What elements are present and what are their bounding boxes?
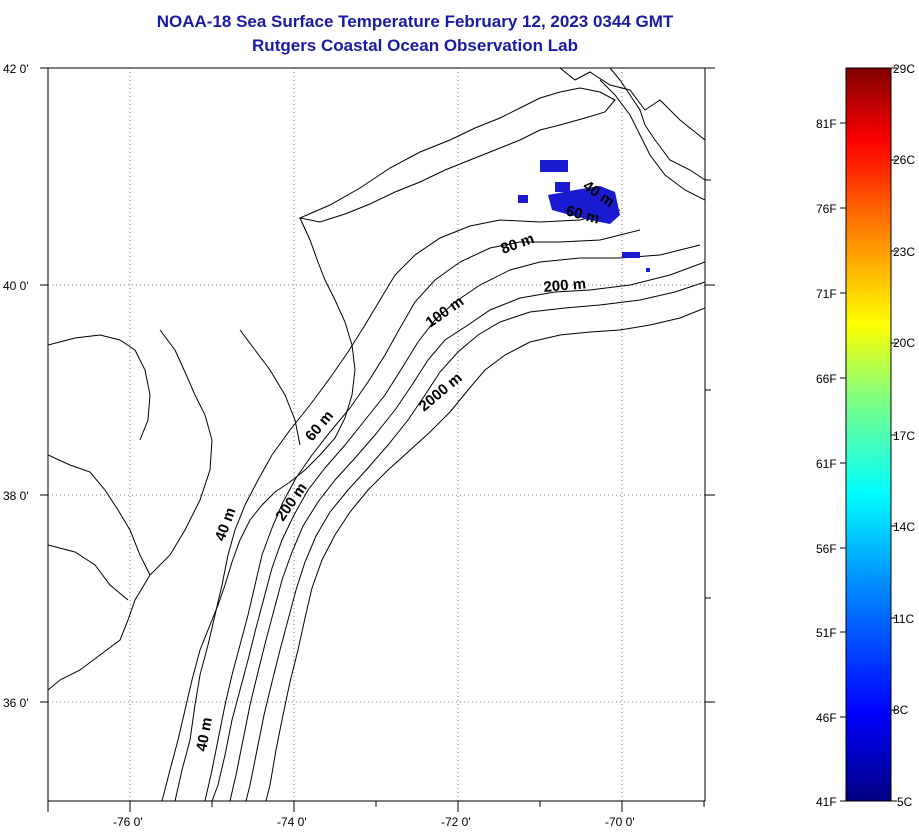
svg-text:80 m: 80 m (499, 230, 537, 258)
svg-text:-70 0': -70 0' (605, 815, 635, 829)
contour-2000m (265, 307, 705, 801)
sst-data (518, 160, 650, 272)
svg-text:5C: 5C (897, 795, 913, 809)
svg-text:51F: 51F (816, 626, 837, 640)
contour-100m (229, 261, 705, 801)
contour-80m (211, 244, 701, 801)
svg-text:76F: 76F (816, 202, 837, 216)
svg-text:200 m: 200 m (272, 480, 310, 525)
svg-text:8C: 8C (893, 703, 909, 717)
svg-text:36 0': 36 0' (3, 696, 29, 710)
coastline-new-england (559, 68, 705, 141)
contour-200m (245, 281, 705, 801)
coastline-long-island (298, 87, 616, 223)
map-subtitle: Rutgers Coastal Ocean Observation Lab (252, 36, 578, 55)
svg-text:41F: 41F (816, 795, 837, 809)
svg-text:42 0': 42 0' (3, 62, 29, 76)
svg-text:26C: 26C (893, 153, 915, 167)
lon-labels: -76 0' -74 0' -72 0' -70 0' (113, 815, 635, 829)
svg-text:56F: 56F (816, 542, 837, 556)
axis-ticks (40, 67, 715, 812)
coastline-chesapeake-bay (48, 329, 213, 691)
map-title: NOAA-18 Sea Surface Temperature February… (156, 12, 674, 31)
contour-60m (204, 229, 641, 801)
svg-text:38 0': 38 0' (3, 489, 29, 503)
svg-text:46F: 46F (816, 711, 837, 725)
svg-text:17C: 17C (893, 429, 915, 443)
colorbar: 29C 26C 23C 20C 17C 14C 11C 8C 5C 81F 76… (816, 62, 915, 809)
svg-text:100 m: 100 m (423, 293, 468, 331)
svg-text:14C: 14C (893, 520, 915, 534)
svg-text:40 m: 40 m (193, 716, 216, 753)
lat-labels: 42 0' 40 0' 38 0' 36 0' (3, 62, 29, 710)
graticule (48, 68, 705, 801)
svg-text:60 m: 60 m (302, 407, 337, 444)
svg-text:-76 0': -76 0' (113, 815, 143, 829)
svg-text:-72 0': -72 0' (441, 815, 471, 829)
svg-text:71F: 71F (816, 287, 837, 301)
svg-text:29C: 29C (893, 62, 915, 76)
coastline-delmarva (161, 491, 276, 801)
svg-text:200 m: 200 m (543, 275, 587, 296)
contour-40m (174, 209, 621, 801)
svg-text:20C: 20C (893, 336, 915, 350)
depth-labels: 40 m 60 m 80 m 200 m 100 m 2000 m 60 m 2… (193, 177, 617, 752)
svg-text:81F: 81F (816, 117, 837, 131)
svg-text:11C: 11C (893, 612, 914, 626)
svg-text:40 m: 40 m (212, 505, 240, 543)
colorbar-gradient (845, 67, 892, 802)
svg-text:-74 0': -74 0' (277, 815, 307, 829)
svg-text:61F: 61F (816, 457, 837, 471)
svg-text:66F: 66F (816, 372, 837, 386)
map-frame (47, 67, 706, 802)
svg-text:40 0': 40 0' (3, 279, 29, 293)
coastline-new-jersey (274, 217, 356, 493)
svg-text:23C: 23C (893, 245, 915, 259)
